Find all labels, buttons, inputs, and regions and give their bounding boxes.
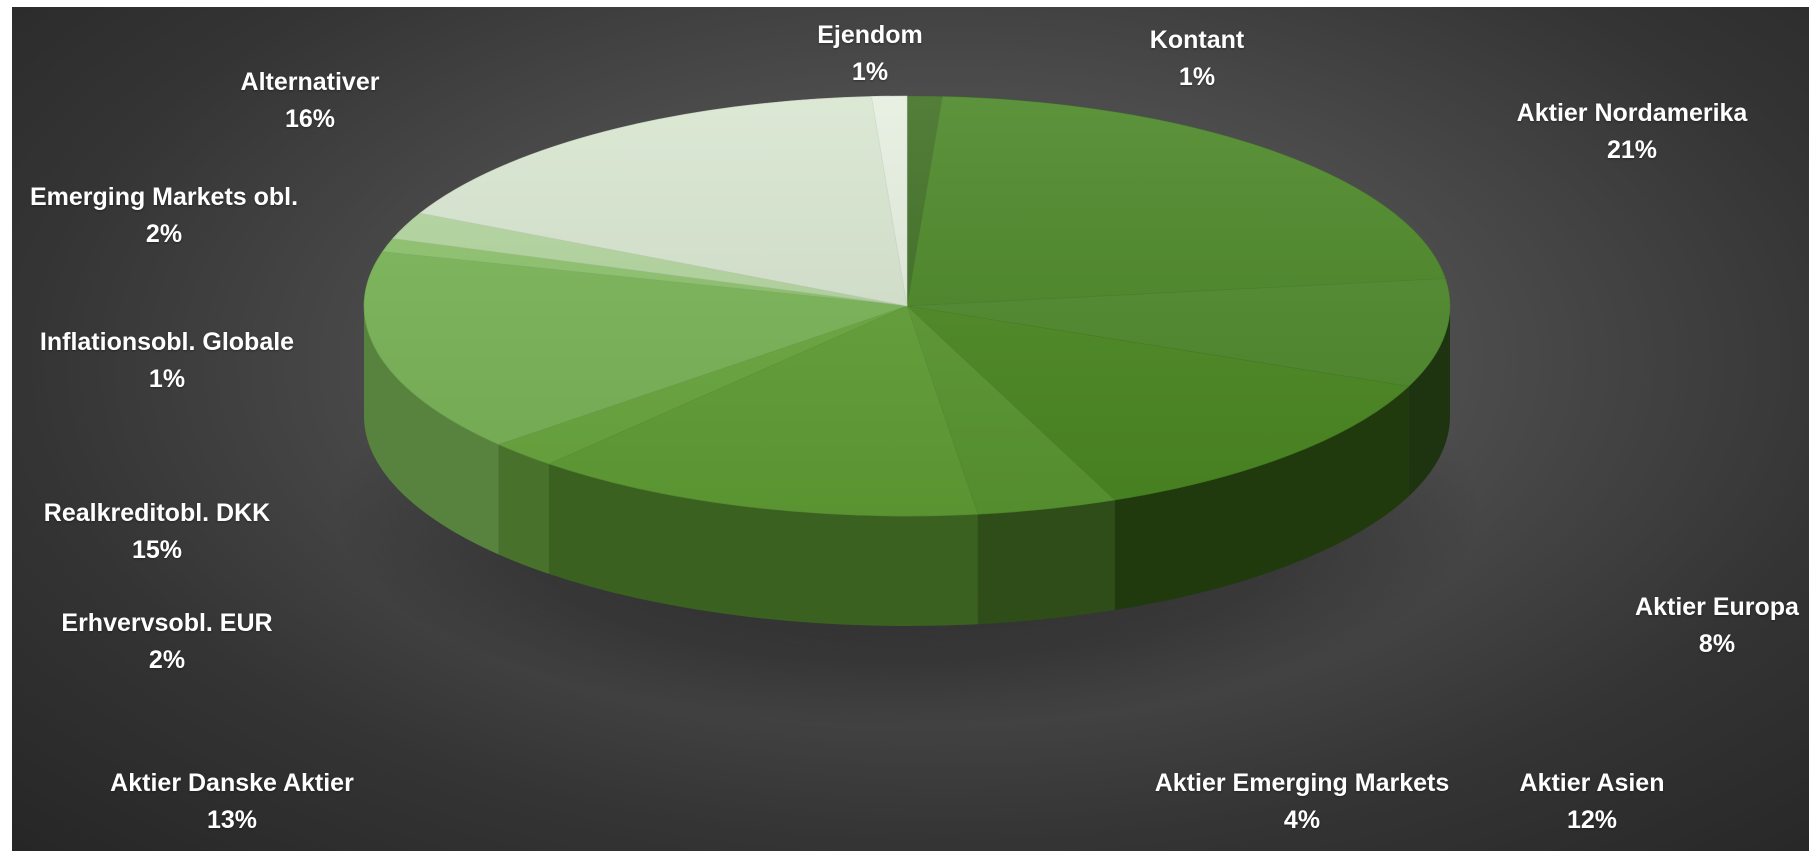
data-label: Aktier Asien 12%: [1520, 765, 1665, 839]
data-label: Aktier Danske Aktier 13%: [110, 765, 354, 839]
data-label: Aktier Emerging Markets 4%: [1155, 765, 1450, 839]
pie-slice-side: [977, 500, 1115, 625]
data-label: Inflationsobl. Globale 1%: [40, 324, 294, 398]
pie-top-sheen: [364, 96, 1450, 516]
pie-chart: [332, 95, 1482, 727]
data-label: Kontant 1%: [1150, 22, 1244, 96]
data-label: Realkreditobl. DKK 15%: [44, 495, 270, 569]
data-label-category: Realkreditobl. DKK: [43, 499, 271, 527]
data-label-percent: 8%: [1698, 630, 1736, 658]
data-label-category: Aktier Nordamerika: [1516, 99, 1748, 127]
data-label-category: Kontant: [1149, 26, 1245, 54]
data-label-percent: 13%: [206, 806, 258, 834]
pie-slice-side: [1114, 386, 1409, 611]
data-label-percent: 1%: [148, 365, 186, 393]
data-label-percent: 16%: [284, 105, 336, 133]
data-label-percent: 1%: [1178, 63, 1216, 91]
data-label-percent: 2%: [148, 646, 186, 674]
data-label-category: Inflationsobl. Globale: [39, 328, 295, 356]
data-label-category: Aktier Asien: [1519, 769, 1665, 797]
pie-slice-side: [1408, 306, 1450, 497]
pie-slice-side: [548, 463, 978, 626]
pie-slice-side: [498, 444, 549, 574]
data-label-percent: 12%: [1566, 806, 1618, 834]
data-label: Emerging Markets obl. 2%: [30, 179, 298, 253]
chart-area: Kontant 1% Aktier Nordamerika 21% Aktier Eur…: [12, 7, 1809, 851]
data-label-category: Ejendom: [817, 21, 923, 49]
data-label: Erhvervsobl. EUR 2%: [61, 605, 272, 679]
data-label: Aktier Nordamerika 21%: [1517, 95, 1748, 169]
data-label-category: Erhvervsobl. EUR: [61, 609, 273, 637]
data-label-category: Aktier Emerging Markets: [1154, 769, 1450, 797]
data-label-percent: 21%: [1606, 136, 1658, 164]
pie-slice-side: [364, 306, 499, 555]
data-label-percent: 4%: [1283, 806, 1321, 834]
data-label-percent: 1%: [851, 58, 889, 86]
data-label: Aktier Europa 8%: [1635, 589, 1799, 663]
data-label: Alternativer 16%: [241, 64, 380, 138]
data-label-percent: 15%: [131, 536, 183, 564]
data-label-percent: 2%: [145, 220, 183, 248]
data-label-category: Aktier Europa: [1635, 593, 1799, 621]
pie-sides: [364, 306, 1450, 626]
pie-tops: [363, 95, 1451, 517]
data-label-category: Emerging Markets obl.: [29, 183, 299, 211]
data-label-category: Alternativer: [240, 68, 380, 96]
data-label: Ejendom 1%: [817, 17, 923, 91]
data-label-category: Aktier Danske Aktier: [110, 769, 354, 797]
